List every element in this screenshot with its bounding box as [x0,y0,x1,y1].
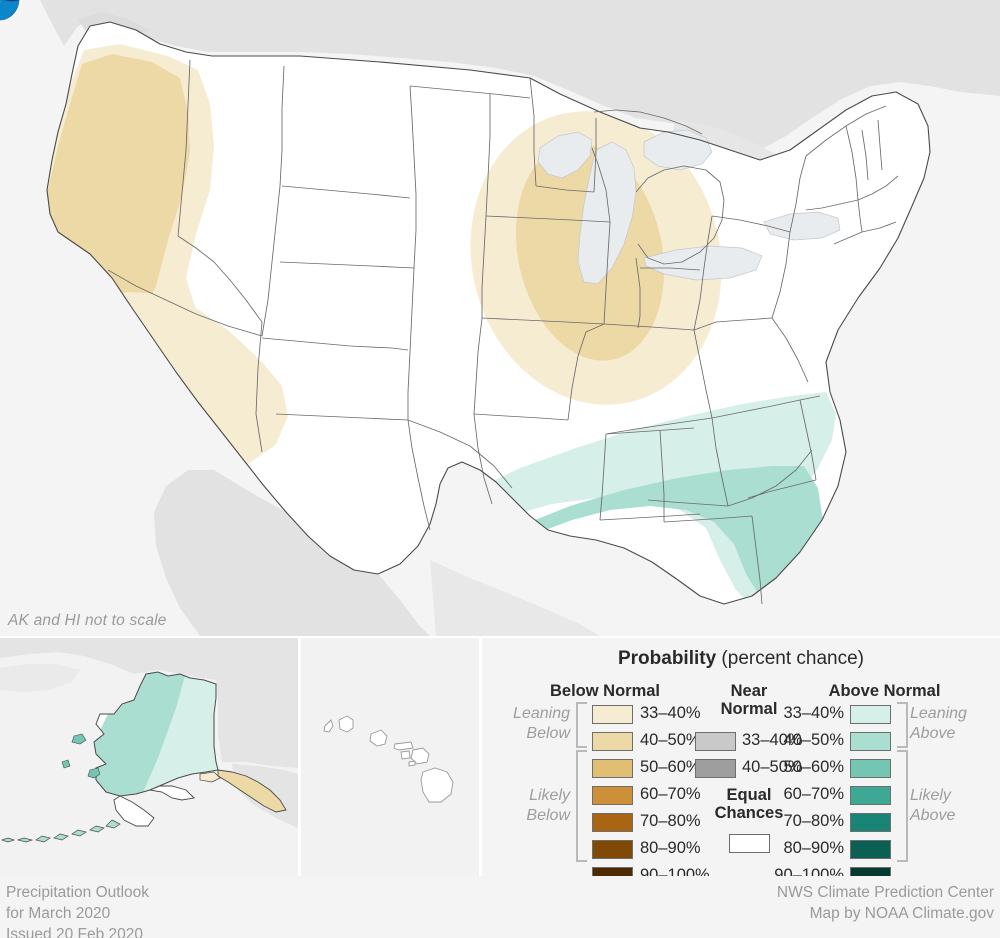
equal-chances-line1: Equal [726,786,772,804]
legend-swatch-label: 60–70% [783,785,844,803]
bracket-leaning-above [897,702,908,748]
foreign-landmass [0,0,1000,636]
legend-title-bold: Probability [617,648,717,669]
footer: Precipitation Outlook for March 2020 Iss… [0,876,1000,938]
conus-map-panel[interactable]: AK and HI not to scale NOAA [0,0,1000,636]
legend-col-near-normal: Near Normal [694,682,804,719]
legend-swatch [850,759,891,778]
shade-gulf-40-50 [520,466,828,604]
label-likely-below: Likely Below [484,786,570,826]
shade-southeast-33-40 [470,392,836,604]
alaska-map-svg [0,638,298,876]
label-likely-above: Likely Above [910,786,1000,826]
ak-panhandle-below [217,769,287,813]
legend-swatch [850,705,891,724]
hawaii-map-svg [301,638,479,876]
legend-swatch [592,840,633,859]
legend-swatch [592,705,633,724]
bracket-leaning-below [576,702,587,748]
legend-swatch-label: 33–40% [783,704,844,722]
legend-col-below-normal: Below Normal [549,682,661,700]
footer-period: for March 2020 [6,905,111,923]
footer-credit: Map by NOAA Climate.gov [809,905,994,923]
great-lakes [537,129,841,285]
ak-shade-40-50 [94,672,190,796]
legend-swatch [850,813,891,832]
shade-midwest-33-40 [470,111,722,405]
footer-agency: NWS Climate Prediction Center [776,884,994,901]
probability-shading [47,22,930,604]
footer-right: NWS Climate Prediction Center Map by NOA… [777,882,994,924]
legend-swatch-label: 50–60% [640,758,701,776]
legend-swatch [850,786,891,805]
label-leaning-above: Leaning Above [910,704,1000,744]
legend-title: Probability (percent chance) [482,648,1000,670]
legend-swatch [592,759,633,778]
shade-midwest-40-50 [515,143,665,361]
legend-swatch [592,813,633,832]
hawaii-inset[interactable] [301,638,479,876]
likely-below-line1: Likely [529,787,570,804]
bracket-likely-above [897,750,908,862]
legend-swatch-label: 70–80% [783,812,844,830]
legend-swatch [695,759,736,778]
legend-title-rest: (percent chance) [716,648,865,669]
legend-swatch-label: 50–60% [783,758,844,776]
legend-col-above-normal: Above Normal [828,682,941,700]
legend-panel: Probability (percent chance) Below Norma… [482,638,1000,886]
conus-map-svg [0,0,1000,636]
footer-title: Precipitation Outlook [6,884,150,901]
legend-swatch-label: 60–70% [640,785,701,803]
legend-swatch [592,786,633,805]
equal-chances-swatch [729,834,770,853]
legend-swatch-label: 40–50% [783,731,844,749]
equal-chances-line2: Chances [714,804,784,823]
legend-swatch [592,732,633,751]
legend-swatch [695,732,736,751]
likely-below-line2: Below [526,807,570,824]
shade-southwest-33-40 [96,292,284,468]
ak-hi-note: AK and HI not to scale [8,612,167,629]
legend-swatch-label: 70–80% [640,812,701,830]
leaning-above-line2: Above [910,725,956,742]
alaska-inset[interactable] [0,638,298,876]
label-leaning-below: Leaning Below [484,704,570,744]
legend-col-near-line2: Normal [720,700,778,719]
legend-swatch-label: 80–90% [640,839,701,857]
likely-above-line2: Above [910,807,956,824]
leaning-above-line1: Leaning [910,705,967,722]
noaa-logo-icon: NOAA [0,0,22,22]
shade-pnw-33-40 [47,44,288,466]
legend-swatch-label: 80–90% [783,839,844,857]
leaning-below-line1: Leaning [513,705,570,722]
legend-swatch-label: 33–40% [640,704,701,722]
footer-left: Precipitation Outlook for March 2020 Iss… [6,882,149,938]
legend-swatch-label: 33–40% [742,731,803,749]
state-boundaries [46,21,931,605]
hawaii-islands [323,715,454,803]
legend-swatch [850,840,891,859]
legend-swatch [850,732,891,751]
legend-swatch-label: 40–50% [640,731,701,749]
leaning-below-line2: Below [526,725,570,742]
footer-issued: Issued 20 Feb 2020 [6,926,144,938]
likely-above-line1: Likely [910,787,951,804]
bracket-likely-below [576,750,587,862]
shade-pnw-40-50 [47,54,190,336]
equal-chances-label: Equal Chances [690,786,808,823]
legend-col-near-line1: Near [730,682,768,700]
legend-swatch-label: 40–50% [742,758,803,776]
